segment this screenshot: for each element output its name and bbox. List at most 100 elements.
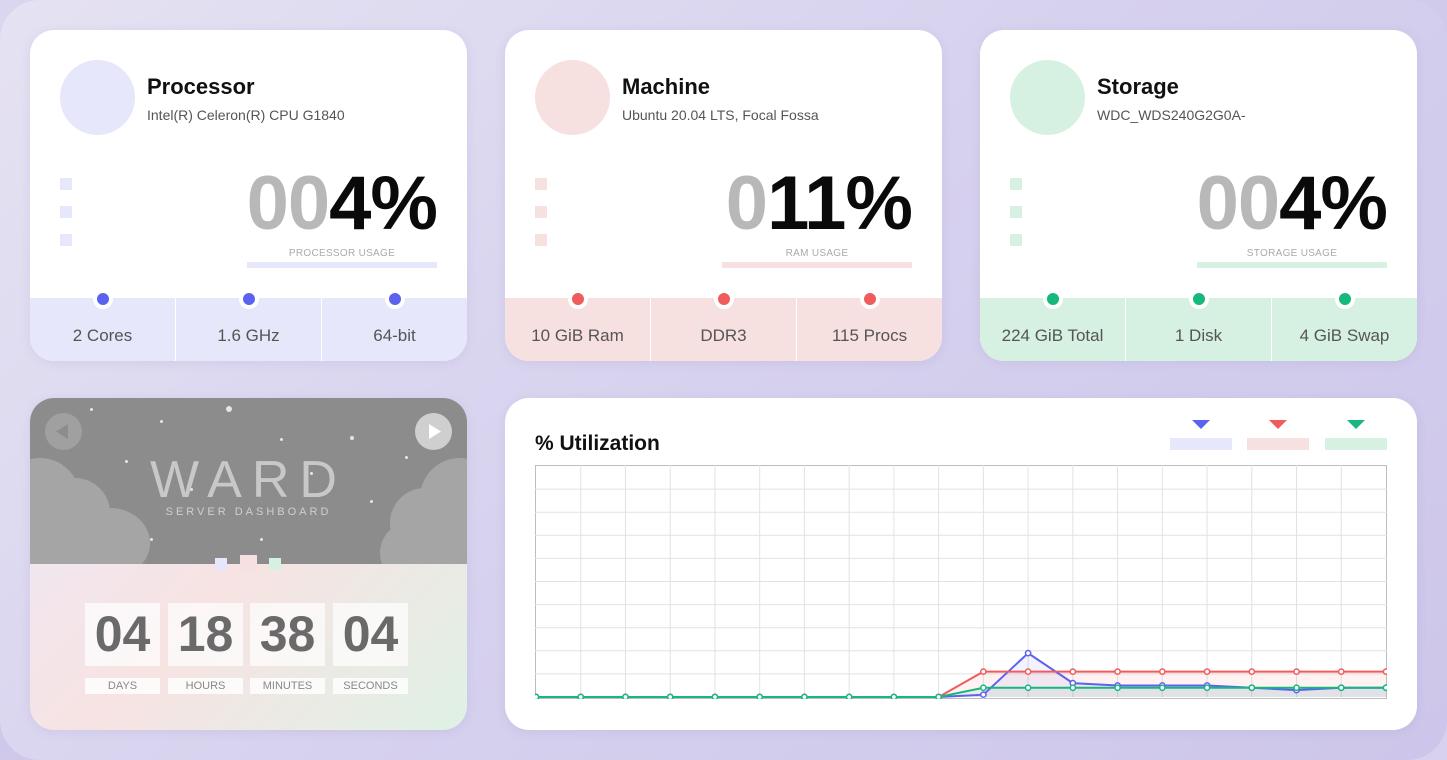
storage-card: Storage WDC_WDS240G2G0A- 004% STORAGE US… [980, 30, 1417, 361]
theme-swatch-storage[interactable] [269, 558, 281, 570]
data-point-storage [1158, 684, 1166, 692]
machine-stat: 10 GiB Ram [505, 289, 650, 361]
processor-subtitle: Intel(R) Celeron(R) CPU G1840 [147, 107, 345, 123]
ward-subtitle: SERVER DASHBOARD [165, 506, 332, 518]
storage-stat: 224 GiB Total [980, 289, 1125, 361]
storage-avatar [1010, 60, 1085, 135]
processor-title: Processor [147, 74, 255, 99]
storage-usage-label: STORAGE USAGE [1246, 248, 1338, 259]
decor-square [535, 178, 547, 190]
prev-button[interactable] [45, 413, 82, 450]
dot-icon [384, 289, 405, 309]
data-point-storage [890, 693, 898, 699]
ward-banner: WARD SERVER DASHBOARD [30, 398, 467, 564]
decor-square [535, 234, 547, 246]
countdown-minutes: 38 [250, 603, 325, 666]
legend-swatch [1170, 438, 1232, 450]
decor-square [535, 206, 547, 218]
countdown-hours: 18 [168, 603, 243, 666]
chevron-right-icon [429, 424, 441, 439]
machine-subtitle: Ubuntu 20.04 LTS, Focal Fossa [622, 107, 819, 123]
triangle-down-icon [1269, 420, 1287, 429]
dot-icon [1042, 289, 1063, 309]
chevron-left-icon [56, 424, 68, 439]
machine-usage-label: RAM USAGE [785, 248, 849, 259]
legend-swatch [1325, 438, 1387, 450]
data-point-machine [1382, 668, 1387, 675]
storage-usage-bar [1197, 262, 1387, 268]
star-icon [160, 420, 163, 423]
processor-avatar [60, 60, 135, 135]
next-button[interactable] [415, 413, 452, 450]
data-point-processor [980, 691, 987, 699]
star-icon [370, 500, 373, 503]
decor-square [1010, 178, 1022, 190]
machine-stats: 10 GiB Ram DDR3 115 Procs [505, 289, 942, 361]
decor-square [60, 234, 72, 246]
countdown-seconds-label: SECONDS [333, 678, 408, 694]
data-point-storage [1293, 684, 1300, 692]
legend-storage[interactable] [1325, 420, 1387, 450]
processor-stat: 2 Cores [30, 289, 175, 361]
data-point-storage [980, 684, 987, 692]
machine-title: Machine [622, 74, 711, 99]
data-point-storage [535, 693, 540, 699]
star-icon [226, 406, 232, 412]
decor-square [60, 178, 72, 190]
storage-subtitle: WDC_WDS240G2G0A- [1097, 107, 1246, 123]
data-point-storage [756, 693, 764, 699]
processor-usage-label: PROCESSOR USAGE [288, 248, 396, 259]
dot-icon [859, 289, 880, 309]
star-icon [350, 436, 354, 440]
legend-machine[interactable] [1247, 420, 1309, 450]
dot-icon [713, 289, 734, 309]
dot-icon [92, 289, 113, 309]
processor-stat: 64-bit [321, 289, 467, 361]
storage-stat: 1 Disk [1125, 289, 1271, 361]
processor-stats: 2 Cores 1.6 GHz 64-bit [30, 289, 467, 361]
theme-swatch-machine[interactable] [240, 555, 257, 572]
data-point-storage [845, 693, 853, 699]
ward-card: WARD SERVER DASHBOARD 04 18 38 04 DAYS H… [30, 398, 467, 730]
legend-swatch [1247, 438, 1309, 450]
legend-processor[interactable] [1170, 420, 1232, 450]
processor-stat: 1.6 GHz [175, 289, 321, 361]
machine-stat: 115 Procs [796, 289, 942, 361]
machine-card: Machine Ubuntu 20.04 LTS, Focal Fossa 01… [505, 30, 942, 361]
data-point-machine [1069, 668, 1077, 675]
data-point-machine [1024, 668, 1032, 675]
star-icon [405, 456, 408, 459]
data-point-machine [1203, 668, 1211, 675]
data-point-machine [980, 668, 987, 675]
utilization-chart [535, 465, 1387, 699]
data-point-storage [801, 693, 808, 699]
dot-icon [567, 289, 588, 309]
star-icon [190, 488, 193, 491]
storage-usage-value: 004% [1196, 161, 1388, 246]
data-point-machine [1114, 668, 1121, 675]
countdown-seconds: 04 [333, 603, 408, 666]
countdown-hours-label: HOURS [168, 678, 243, 694]
dot-icon [1334, 289, 1355, 309]
utilization-card: % Utilization [505, 398, 1417, 730]
ward-title: WARD [150, 451, 347, 509]
star-icon [310, 472, 313, 475]
data-point-storage [711, 693, 719, 699]
machine-usage-bar [722, 262, 912, 268]
data-point-storage [1248, 684, 1256, 692]
machine-avatar [535, 60, 610, 135]
data-point-machine [1293, 668, 1300, 675]
data-point-processor [1024, 649, 1032, 657]
data-point-storage [1337, 684, 1345, 692]
star-icon [280, 438, 283, 441]
theme-swatch-processor[interactable] [215, 558, 227, 570]
data-point-storage [1382, 684, 1387, 692]
machine-usage-value: 011% [725, 161, 913, 246]
decor-square [60, 206, 72, 218]
data-point-storage [577, 693, 585, 699]
triangle-down-icon [1347, 420, 1365, 429]
data-point-storage [1069, 684, 1077, 692]
data-point-storage [622, 693, 629, 699]
processor-card: Processor Intel(R) Celeron(R) CPU G1840 … [30, 30, 467, 361]
countdown-days: 04 [85, 603, 160, 666]
